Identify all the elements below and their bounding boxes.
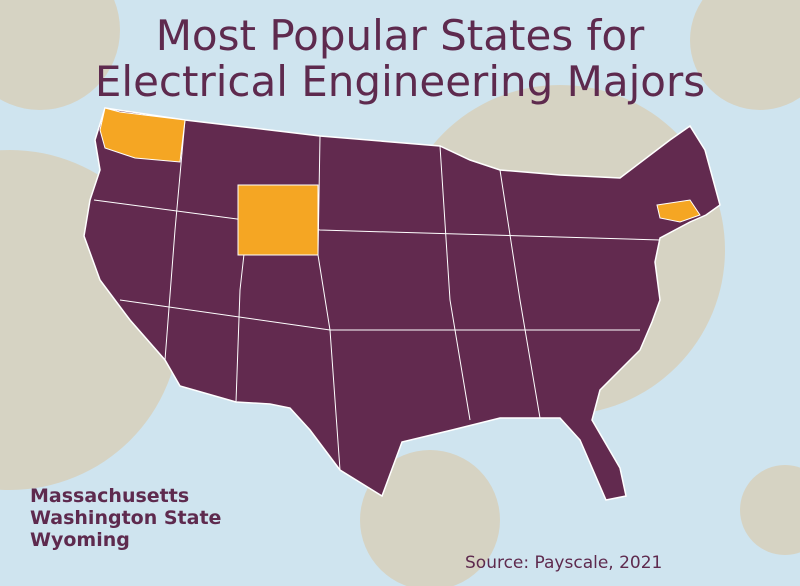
state-name: Washington State	[30, 507, 221, 529]
border	[439, 145, 471, 421]
wyoming	[237, 184, 319, 256]
state-borders	[93, 119, 661, 471]
state-name: Wyoming	[30, 529, 130, 551]
circle	[690, 0, 800, 110]
border	[93, 199, 661, 241]
circle	[0, 0, 120, 110]
source: Source: Payscale, 2021	[465, 553, 662, 573]
border	[164, 119, 186, 361]
state-name: Massachusetts	[30, 485, 189, 507]
washington	[99, 107, 186, 163]
title-line: Most Popular States for	[156, 11, 645, 60]
border	[499, 169, 541, 419]
circle	[740, 465, 800, 555]
title-line: Electrical Engineering Majors	[95, 57, 705, 106]
border	[119, 299, 640, 331]
massachusetts	[656, 199, 701, 223]
border	[317, 135, 341, 471]
circle	[360, 450, 500, 586]
